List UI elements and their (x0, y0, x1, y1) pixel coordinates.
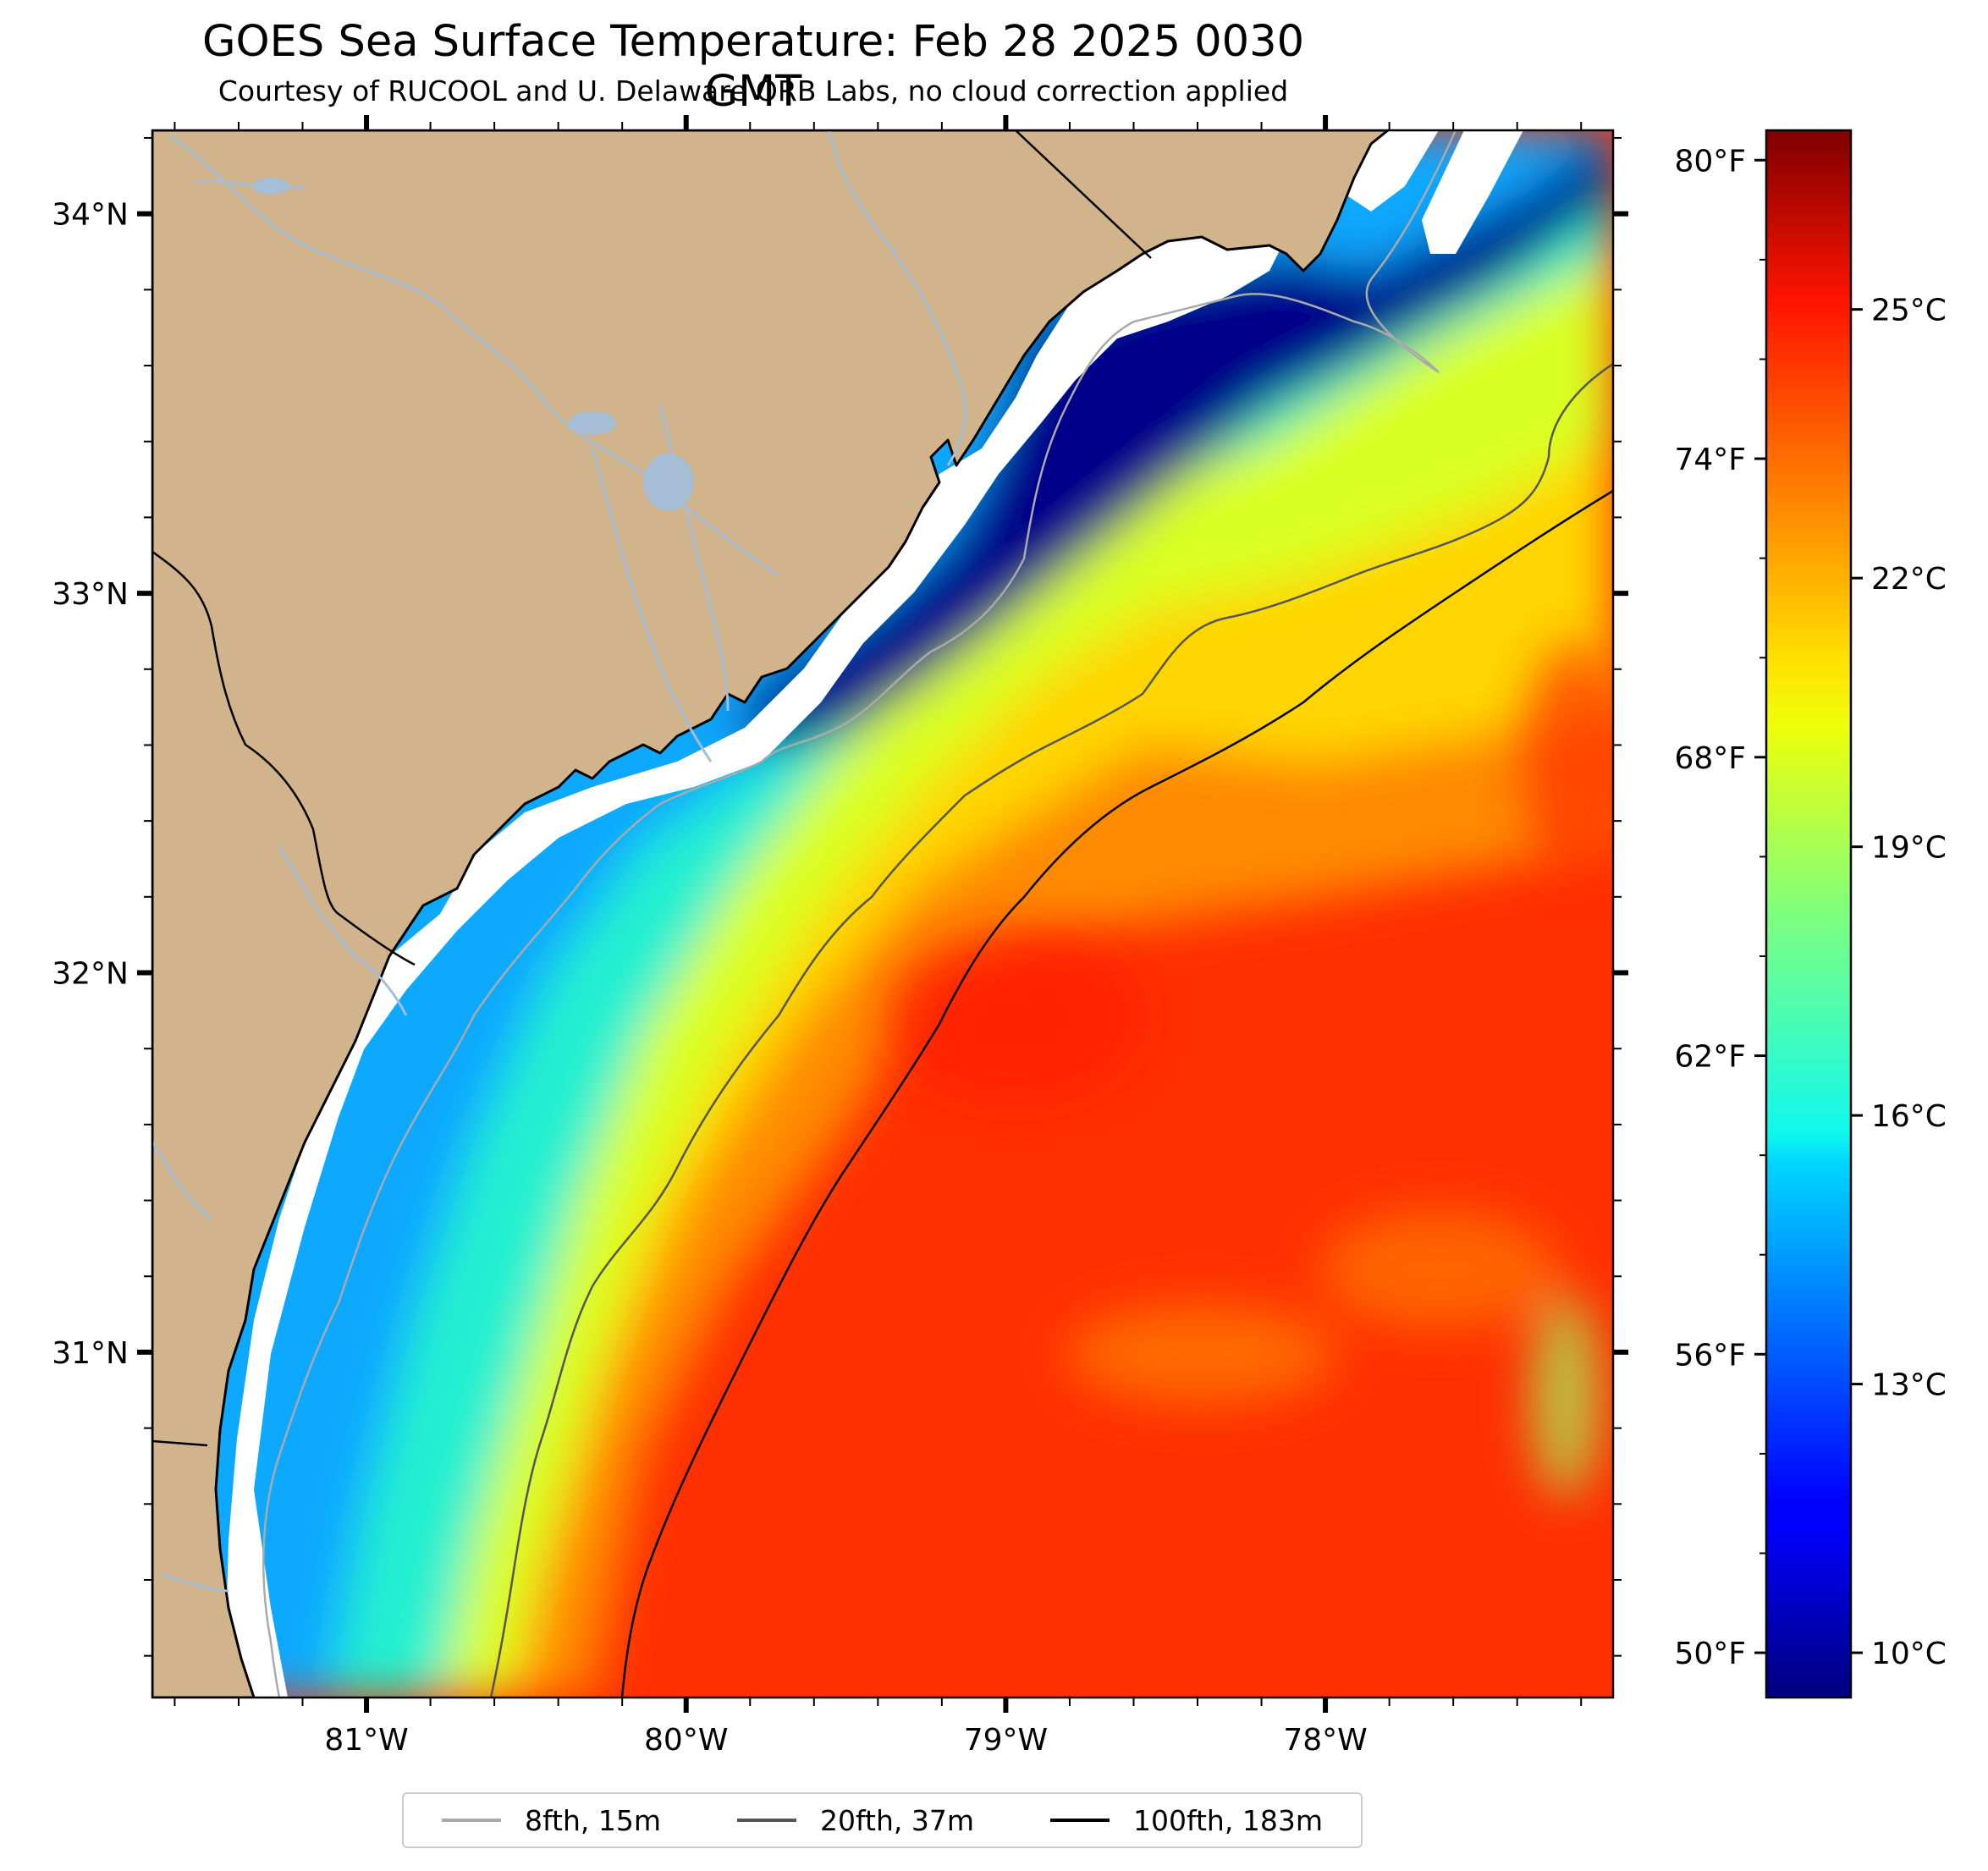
isobath-100fth (620, 489, 1613, 1698)
celsius-tick-label: 22°C (1871, 562, 1947, 597)
celsius-tick-label: 25°C (1871, 294, 1947, 328)
river (278, 845, 408, 1016)
colorbar-ticks: 25°C 22°C 19°C 16°C 13°C 10°C 80°F 74°F 68°F 62°F… (1674, 144, 1946, 1671)
legend-label-8fth: 8fth, 15m (524, 1803, 661, 1837)
isobath-legend: 8fth, 15m 20fth, 37m 100fth, 183m (402, 1792, 1363, 1848)
fahrenheit-tick-label: 50°F (1674, 1637, 1746, 1671)
fahrenheit-tick-label: 74°F (1674, 443, 1746, 477)
fahrenheit-tick-label: 56°F (1674, 1338, 1746, 1373)
celsius-tick-label: 16°C (1871, 1099, 1947, 1134)
legend-label-100fth: 100fth, 183m (1132, 1803, 1323, 1837)
sst-field (152, 130, 1613, 1698)
lon-tick-label: 81°W (324, 1723, 408, 1758)
isobath-8fth (262, 130, 1457, 1698)
lon-tick-label: 80°W (644, 1723, 728, 1758)
river (152, 1142, 212, 1220)
map-title: GOES Sea Surface Temperature: Feb 28 202… (201, 17, 1305, 117)
map-frame (151, 129, 1615, 1699)
legend-label-20fth: 20fth, 37m (819, 1803, 974, 1837)
lake (252, 178, 289, 195)
lon-tick-label: 78°W (1283, 1723, 1367, 1758)
sst-filament (1523, 643, 1613, 880)
state-borders (152, 130, 1152, 1447)
sst-filament (1066, 1303, 1337, 1405)
river (160, 1572, 229, 1593)
lat-tick-label: 34°N (52, 198, 129, 233)
lon-tick-label: 79°W (964, 1723, 1048, 1758)
lake (643, 454, 694, 511)
colorbar-gradient (1765, 129, 1853, 1699)
river (828, 130, 967, 466)
sst-filament (1320, 1210, 1557, 1329)
celsius-tick-label: 13°C (1871, 1368, 1947, 1403)
river (591, 448, 713, 762)
legend-item-100fth: 100fth, 183m (1049, 1803, 1323, 1837)
no-data-patch (1422, 130, 1523, 254)
isobath-20fth (489, 362, 1613, 1698)
fahrenheit-tick-label: 80°F (1674, 144, 1746, 179)
map-subtitle: Courtesy of RUCOOL and U. Delaware ORB L… (218, 74, 1289, 107)
lat-tick-label: 33°N (52, 577, 129, 612)
sst-coldwater-dark (728, 135, 1608, 753)
sst-filament (889, 931, 1143, 1100)
land-mass (152, 130, 1390, 1698)
fahrenheit-tick-label: 68°F (1674, 741, 1746, 776)
lake (569, 411, 616, 435)
legend-item-8fth: 8fth, 15m (441, 1803, 661, 1837)
legend-line-20fth (736, 1819, 796, 1822)
celsius-tick-label: 10°C (1871, 1637, 1947, 1671)
legend-line-100fth (1049, 1819, 1110, 1822)
lat-tick-label: 32°N (52, 957, 129, 992)
legend-line-8fth (441, 1819, 501, 1822)
ga-fl-border (152, 1439, 208, 1447)
legend-item-20fth: 20fth, 37m (736, 1803, 974, 1837)
lat-tick-label: 31°N (52, 1336, 129, 1371)
sst-filament (1532, 1295, 1600, 1498)
colorbar (1765, 129, 1853, 1699)
fahrenheit-tick-label: 62°F (1674, 1040, 1746, 1075)
map-ticks: 34°N 33°N 32°N 31°N 81°W 80°W 79°W 78°W (52, 115, 1628, 1758)
celsius-tick-label: 19°C (1871, 831, 1947, 866)
sc-ga-border (152, 550, 416, 966)
nc-sc-border (1015, 130, 1152, 259)
